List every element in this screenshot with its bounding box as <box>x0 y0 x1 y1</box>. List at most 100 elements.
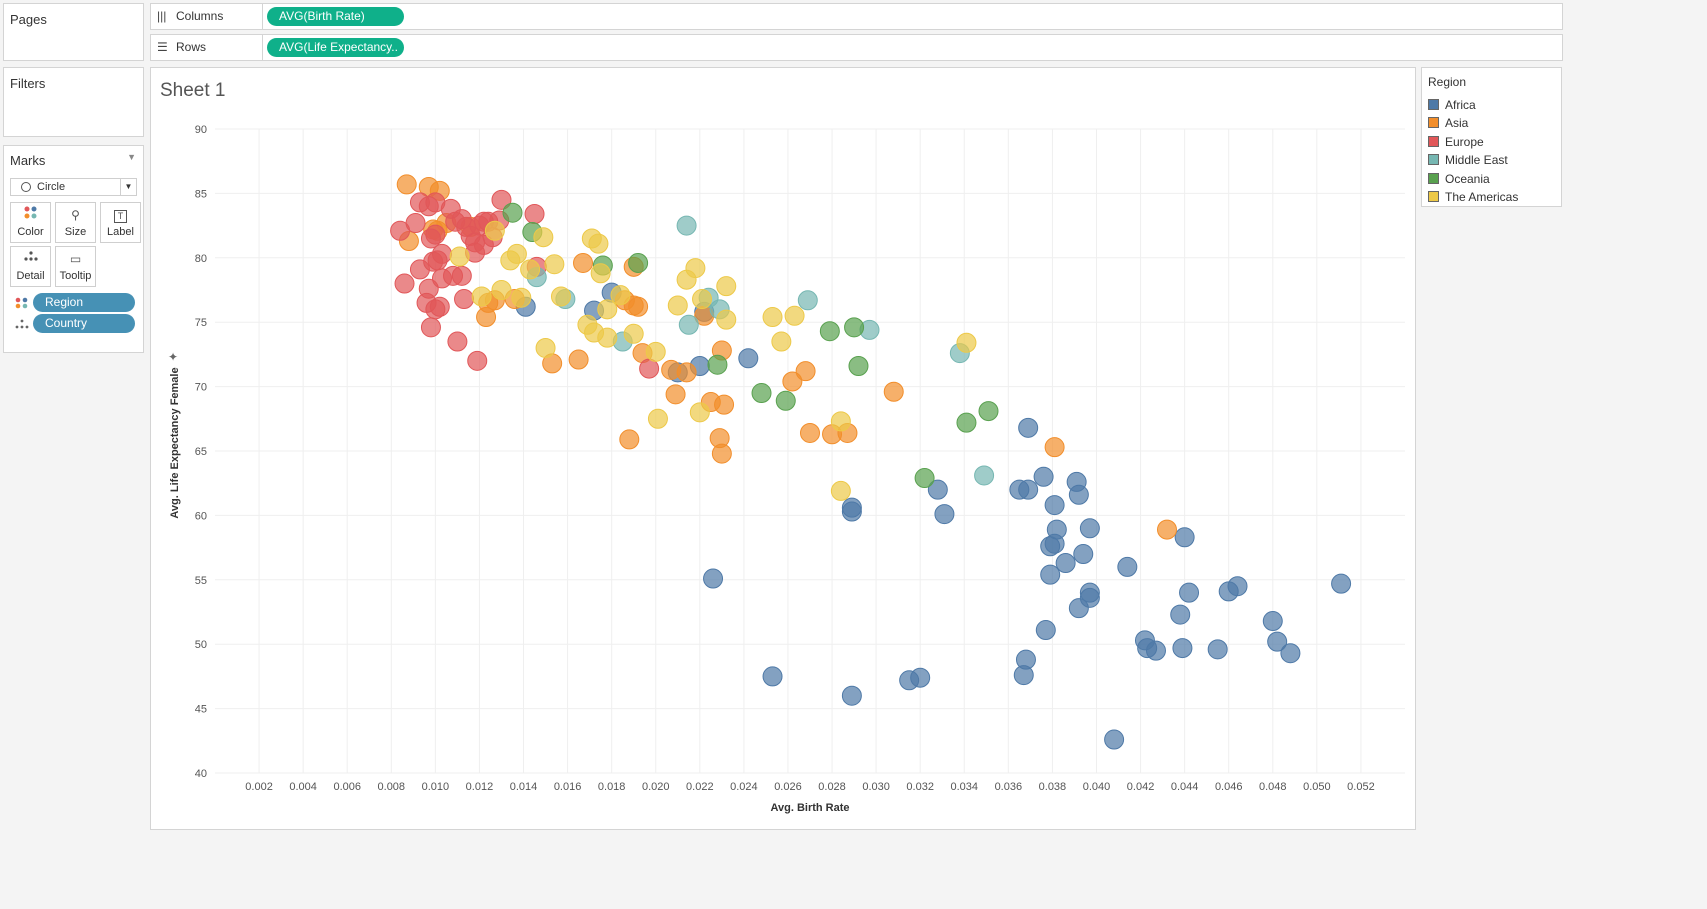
data-point-africa[interactable] <box>1267 631 1288 652</box>
legend-item-africa[interactable]: Africa <box>1428 96 1476 114</box>
data-point-oceania[interactable] <box>775 390 796 411</box>
chevron-down-icon[interactable]: ▼ <box>120 179 136 195</box>
data-point-the-americas[interactable] <box>692 289 713 310</box>
data-point-europe[interactable] <box>427 250 448 271</box>
data-point-africa[interactable] <box>762 666 783 687</box>
data-point-the-americas[interactable] <box>716 309 737 330</box>
color-button[interactable]: Color <box>10 202 51 243</box>
pin-icon[interactable]: ✦ <box>168 350 178 364</box>
data-point-africa[interactable] <box>1172 638 1193 659</box>
data-point-the-americas[interactable] <box>830 411 851 432</box>
data-point-the-americas[interactable] <box>506 243 527 264</box>
data-point-oceania[interactable] <box>844 317 865 338</box>
data-point-asia[interactable] <box>1157 519 1177 540</box>
data-point-asia[interactable] <box>1044 437 1065 458</box>
data-point-the-americas[interactable] <box>449 246 470 267</box>
legend-item-asia[interactable]: Asia <box>1428 114 1468 132</box>
data-point-asia[interactable] <box>711 443 732 464</box>
data-point-the-americas[interactable] <box>484 220 505 241</box>
data-point-africa[interactable] <box>1079 587 1100 608</box>
data-point-asia[interactable] <box>795 361 816 382</box>
data-point-africa[interactable] <box>1331 573 1352 594</box>
data-point-africa[interactable] <box>934 504 955 525</box>
data-point-africa[interactable] <box>1227 576 1248 597</box>
data-point-europe[interactable] <box>429 296 450 317</box>
data-point-asia[interactable] <box>628 296 649 317</box>
data-point-asia[interactable] <box>782 371 803 392</box>
data-point-the-americas[interactable] <box>590 263 611 284</box>
data-point-europe[interactable] <box>454 289 475 310</box>
data-point-africa[interactable] <box>703 568 724 589</box>
data-point-the-americas[interactable] <box>645 341 666 362</box>
data-point-the-americas[interactable] <box>610 285 631 306</box>
columns-shelf[interactable]: ||| Columns AVG(Birth Rate) <box>150 3 1563 30</box>
data-point-the-americas[interactable] <box>550 286 571 307</box>
data-point-europe[interactable] <box>491 189 512 210</box>
data-point-the-americas[interactable] <box>689 402 710 423</box>
data-point-europe[interactable] <box>447 331 468 352</box>
data-point-europe[interactable] <box>420 317 441 338</box>
data-point-the-americas[interactable] <box>471 286 492 307</box>
legend-item-oceania[interactable]: Oceania <box>1428 170 1490 188</box>
data-point-europe[interactable] <box>451 265 472 286</box>
data-point-the-americas[interactable] <box>535 337 556 358</box>
data-point-africa[interactable] <box>841 685 862 706</box>
data-point-the-americas[interactable] <box>716 276 737 297</box>
data-point-the-americas[interactable] <box>647 408 668 429</box>
data-point-oceania[interactable] <box>848 355 869 376</box>
data-point-the-americas[interactable] <box>956 332 977 353</box>
data-point-asia[interactable] <box>568 349 589 370</box>
data-point-the-americas[interactable] <box>762 307 783 328</box>
data-point-the-americas[interactable] <box>597 299 618 320</box>
data-point-oceania[interactable] <box>502 202 523 223</box>
data-point-oceania[interactable] <box>956 412 977 433</box>
legend-item-the-americas[interactable]: The Americas <box>1428 188 1518 206</box>
data-point-europe[interactable] <box>405 213 426 234</box>
size-button[interactable]: ⚲ Size <box>55 202 96 243</box>
data-point-africa[interactable] <box>1262 611 1283 632</box>
data-point-europe[interactable] <box>524 204 545 225</box>
data-point-the-americas[interactable] <box>771 331 792 352</box>
data-point-the-americas[interactable] <box>544 254 565 275</box>
data-point-europe[interactable] <box>473 234 494 255</box>
data-point-africa[interactable] <box>1174 527 1195 548</box>
data-point-the-americas[interactable] <box>830 480 851 501</box>
data-point-asia[interactable] <box>396 174 417 195</box>
data-point-africa[interactable] <box>1104 729 1125 750</box>
data-point-africa[interactable] <box>1035 620 1056 641</box>
data-point-middle-east[interactable] <box>676 215 697 236</box>
data-point-africa[interactable] <box>1170 604 1191 625</box>
data-point-africa[interactable] <box>1280 643 1301 664</box>
data-point-africa[interactable] <box>1117 556 1138 577</box>
data-point-the-americas[interactable] <box>533 227 554 248</box>
mark-type-select[interactable]: Circle ▼ <box>10 178 137 196</box>
scatter-plot[interactable]: 0.002 0.004 0.006 0.008 0.010 0.012 0.014 0.016… <box>151 68 1415 829</box>
data-point-the-americas[interactable] <box>685 258 706 279</box>
marks-collapse-icon[interactable]: ▼ <box>127 152 136 162</box>
data-point-africa[interactable] <box>1040 564 1061 585</box>
data-point-africa[interactable] <box>910 667 931 688</box>
data-point-oceania[interactable] <box>707 354 728 375</box>
rows-shelf[interactable]: ☰ Rows AVG(Life Expectancy.. <box>150 34 1563 61</box>
region-field-pill[interactable]: Region <box>33 293 135 312</box>
data-point-europe[interactable] <box>467 350 488 371</box>
data-point-asia[interactable] <box>714 394 735 415</box>
tooltip-button[interactable]: ▭ Tooltip <box>55 246 96 287</box>
filters-panel[interactable]: Filters <box>3 67 144 137</box>
data-point-africa[interactable] <box>1079 518 1100 539</box>
data-point-the-americas[interactable] <box>784 305 805 326</box>
data-point-middle-east[interactable] <box>974 465 995 486</box>
data-point-oceania[interactable] <box>978 401 999 422</box>
data-point-africa[interactable] <box>1179 582 1200 603</box>
data-point-asia[interactable] <box>676 362 697 383</box>
data-point-the-americas[interactable] <box>667 295 688 316</box>
data-point-asia[interactable] <box>665 384 686 405</box>
data-point-the-americas[interactable] <box>491 280 512 300</box>
data-point-the-americas[interactable] <box>597 327 618 348</box>
label-button[interactable]: T Label <box>100 202 141 243</box>
data-point-africa[interactable] <box>1018 417 1039 438</box>
pages-panel[interactable]: Pages <box>3 3 144 61</box>
data-point-europe[interactable] <box>394 273 415 294</box>
legend-item-middle-east[interactable]: Middle East <box>1428 151 1508 169</box>
data-point-middle-east[interactable] <box>797 290 818 311</box>
